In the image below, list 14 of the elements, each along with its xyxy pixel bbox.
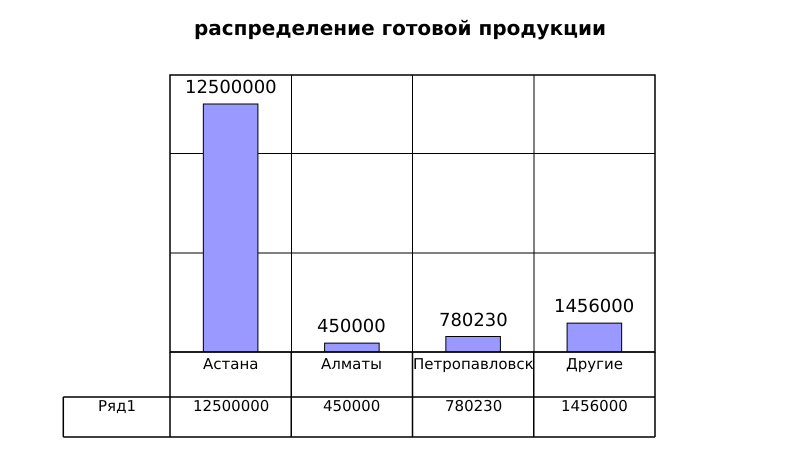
data-label: 1456000 xyxy=(561,397,628,415)
chart-title: распределение готовой продукции xyxy=(194,16,606,40)
data-label: 780230 xyxy=(439,310,508,331)
data-label: 450000 xyxy=(317,316,386,337)
data-label: 450000 xyxy=(323,397,380,415)
text: Ряд1 xyxy=(98,397,136,415)
data-label: 12500000 xyxy=(193,397,270,415)
x-tick-label: Другие xyxy=(566,355,623,373)
x-tick-label: Астана xyxy=(203,355,258,373)
data-label: 780230 xyxy=(445,397,502,415)
data-label: 1456000 xyxy=(554,296,634,317)
data-label: 12500000 xyxy=(185,77,277,98)
x-tick-label: Петропавловск xyxy=(413,355,534,373)
x-tick-label: Алматы xyxy=(321,355,382,373)
